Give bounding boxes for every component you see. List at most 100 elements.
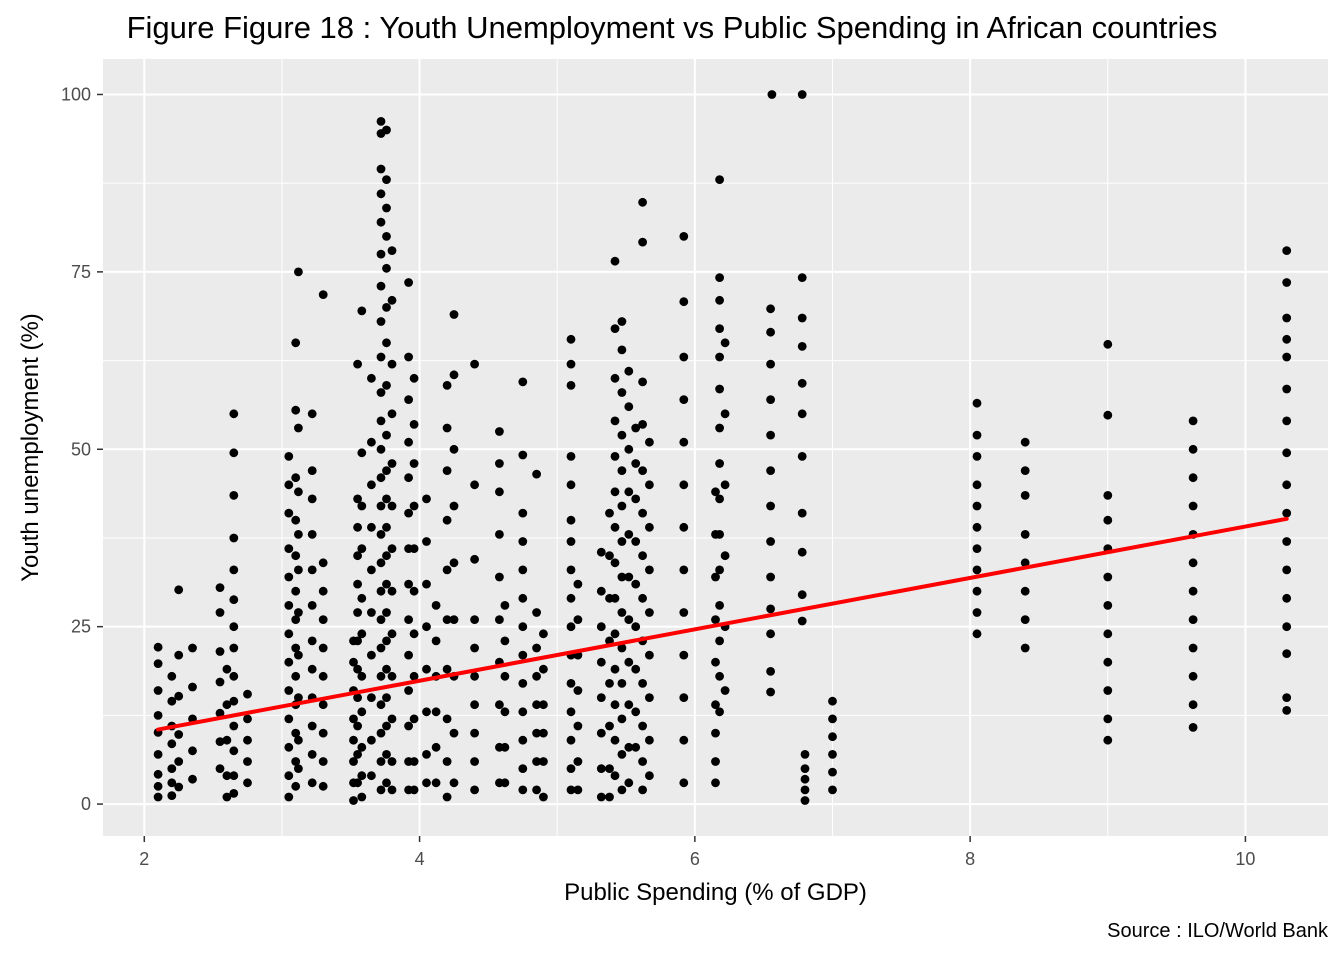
data-point: [382, 494, 391, 504]
data-point: [422, 537, 431, 546]
data-point: [500, 636, 510, 646]
data-point: [1282, 649, 1292, 658]
data-point: [349, 714, 358, 724]
data-point: [610, 629, 620, 639]
data-point: [1188, 444, 1198, 454]
data-point: [409, 671, 419, 681]
data-point: [409, 373, 419, 383]
data-point: [284, 792, 294, 802]
data-point: [596, 764, 606, 773]
data-point: [215, 583, 225, 592]
data-point: [353, 693, 362, 702]
data-point: [800, 785, 810, 795]
data-point: [715, 324, 724, 333]
data-point: [376, 249, 386, 259]
data-point: [294, 267, 303, 277]
data-point: [357, 671, 367, 681]
data-point: [174, 691, 184, 701]
data-point: [404, 615, 413, 624]
data-point: [431, 707, 441, 717]
data-point: [318, 615, 328, 624]
data-point: [243, 689, 252, 699]
data-point: [229, 565, 239, 575]
x-tick-label: 10: [1235, 849, 1255, 869]
data-point: [610, 416, 620, 426]
data-point: [1188, 416, 1198, 426]
data-point: [766, 327, 775, 337]
data-point: [766, 304, 775, 314]
data-point: [215, 764, 225, 773]
data-point: [367, 771, 376, 781]
data-point: [624, 402, 634, 412]
data-point: [573, 579, 583, 589]
data-point: [720, 686, 730, 695]
data-point: [610, 558, 620, 568]
data-point: [442, 714, 452, 724]
data-point: [605, 721, 614, 731]
data-point: [631, 742, 641, 752]
data-point: [645, 522, 654, 532]
data-point: [431, 636, 441, 646]
data-point: [1020, 615, 1030, 624]
data-point: [307, 530, 317, 539]
data-point: [422, 579, 431, 589]
data-point: [382, 522, 391, 532]
data-point: [566, 565, 576, 575]
data-point: [828, 714, 837, 724]
data-point: [1282, 278, 1292, 287]
data-point: [376, 586, 386, 596]
data-point: [573, 615, 583, 624]
y-tick-label: 50: [71, 439, 91, 459]
data-point: [284, 452, 294, 461]
data-point: [284, 480, 294, 490]
data-point: [1020, 530, 1030, 539]
data-point: [229, 409, 239, 419]
regression-line: [156, 516, 1289, 732]
data-point: [645, 771, 654, 781]
data-point: [800, 764, 810, 773]
data-point: [174, 650, 184, 660]
data-point: [291, 473, 301, 483]
data-point: [294, 693, 303, 702]
data-point: [715, 423, 724, 433]
data-point: [229, 533, 239, 543]
data-point: [638, 551, 647, 561]
data-point: [495, 427, 504, 436]
data-point: [353, 579, 362, 589]
data-point: [291, 515, 301, 525]
data-point: [431, 742, 441, 752]
data-point: [387, 246, 397, 256]
data-point: [294, 530, 303, 539]
data-point: [518, 764, 528, 773]
data-point: [715, 273, 724, 282]
data-point: [566, 785, 576, 795]
data-point: [1282, 622, 1292, 632]
data-point: [624, 487, 634, 497]
data-point: [711, 778, 720, 788]
x-tick-label: 8: [965, 849, 975, 869]
data-point: [624, 444, 634, 454]
data-point: [1188, 501, 1198, 511]
data-point: [720, 338, 730, 348]
data-point: [382, 608, 391, 617]
data-point: [382, 263, 391, 273]
data-point: [167, 671, 177, 681]
data-point: [284, 601, 294, 610]
data-point: [1188, 615, 1198, 624]
data-point: [972, 430, 982, 440]
data-point: [243, 714, 252, 724]
data-point: [376, 728, 386, 738]
data-point: [1103, 601, 1113, 610]
data-point: [318, 671, 328, 681]
data-point: [797, 616, 807, 626]
data-point: [539, 629, 548, 639]
data-point: [500, 742, 510, 752]
data-point: [422, 494, 431, 504]
data-point: [470, 728, 479, 738]
data-point: [624, 530, 634, 539]
data-point: [566, 480, 576, 490]
data-point: [566, 707, 576, 717]
data-point: [382, 778, 391, 788]
data-point: [404, 508, 413, 518]
data-point: [215, 647, 225, 656]
